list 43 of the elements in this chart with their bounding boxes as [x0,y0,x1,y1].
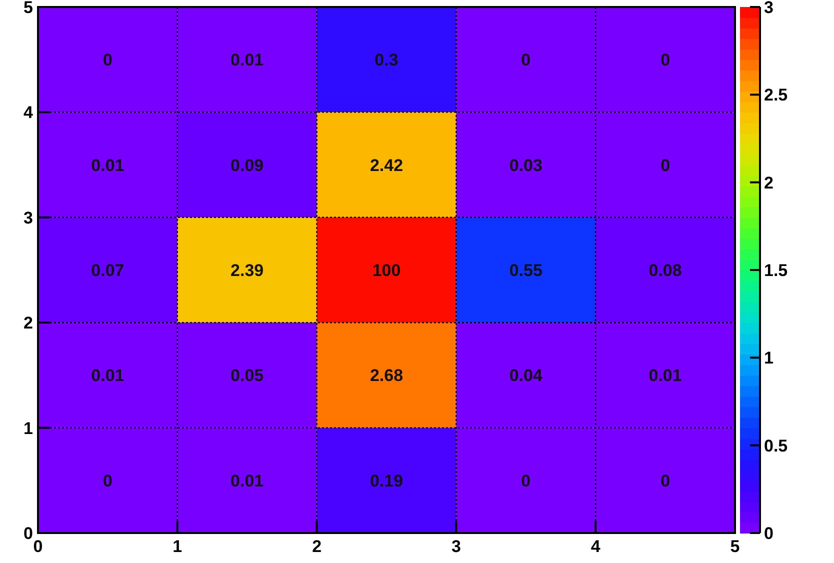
data-label: 0 [660,156,670,175]
data-label: 0.01 [648,366,682,386]
data-label: 0.07 [91,261,124,280]
data-label: 2.39 [230,261,264,280]
data-label: 0.08 [648,261,682,280]
y-tick-label: 2 [24,314,33,333]
data-label: 0.19 [370,471,404,490]
data-label: 0.04 [509,366,543,386]
x-tick-label: 5 [730,537,740,556]
data-label: 0.03 [509,156,542,175]
data-label: 0.01 [230,471,264,490]
color-bar-label: 1 [764,348,774,368]
y-tick-label: 3 [24,208,33,228]
data-label: 2.68 [370,366,404,386]
data-label: 0 [521,50,531,70]
data-label: 0.3 [374,50,398,70]
color-bar-label: 0.5 [764,436,788,456]
color-bar-label: 3 [764,0,774,17]
data-label: 0.01 [91,366,124,386]
x-tick-label: 4 [590,537,601,556]
color-bar-label: 1.5 [764,261,788,280]
data-label: 100 [372,261,401,280]
data-label: 0.01 [230,50,264,70]
data-label: 0 [102,471,112,490]
y-tick-label: 1 [24,418,33,438]
data-label: 0.05 [230,366,264,386]
color-bar-label: 2.5 [764,86,788,105]
color-bar-label: 0 [764,524,774,543]
data-label: 0 [102,50,112,70]
y-tick-label: 0 [24,524,33,543]
data-label: 0.01 [91,156,124,175]
x-tick-label: 1 [172,537,182,556]
x-tick-label: 2 [312,537,322,556]
data-label: 2.42 [370,156,404,175]
data-label: 0 [660,50,670,70]
y-tick-label: 4 [24,103,34,122]
data-label: 0 [660,471,670,490]
data-label: 0.55 [509,261,542,280]
data-label: 0 [521,471,531,490]
x-tick-label: 3 [451,537,461,556]
y-tick-label: 5 [24,0,33,17]
color-bar-label: 2 [764,173,774,192]
data-label: 0.09 [230,156,264,175]
